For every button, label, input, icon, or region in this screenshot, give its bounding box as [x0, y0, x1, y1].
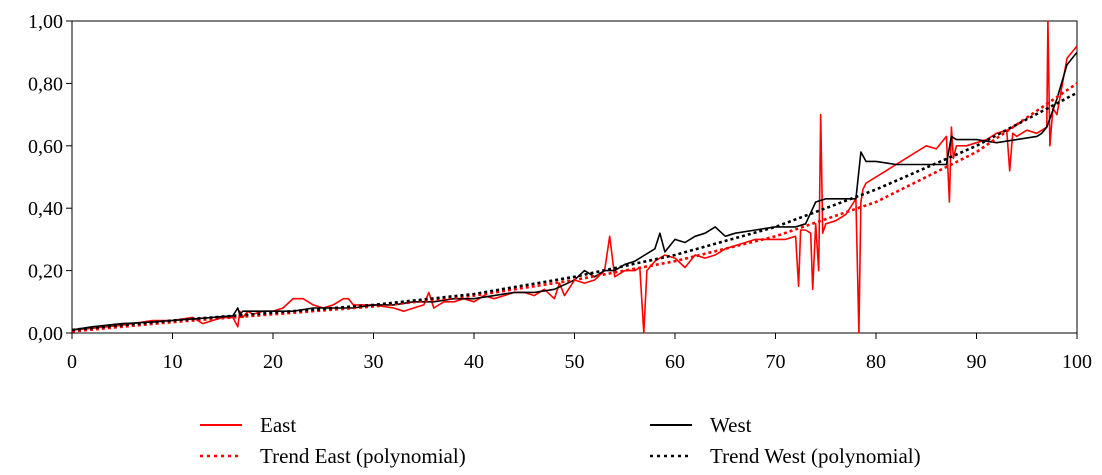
legend-label: Trend West (polynomial) [710, 444, 921, 468]
legend-label: Trend East (polynomial) [260, 444, 466, 468]
x-tick-label: 100 [1062, 351, 1092, 373]
x-tick-label: 80 [866, 351, 886, 373]
legend-label: West [710, 413, 752, 437]
series-line-west [71, 51, 1078, 331]
x-tick-label: 60 [665, 351, 685, 373]
legend-label: East [260, 413, 296, 437]
y-tick-label: 1,00 [28, 11, 63, 33]
series-line-east [71, 20, 1078, 334]
series-line-trend-east-polynomial [71, 82, 1078, 333]
legend-item: East [200, 413, 296, 437]
y-tick-label: 0,40 [28, 198, 63, 220]
legend-item: West [650, 413, 752, 437]
legend-item: Trend East (polynomial) [200, 444, 466, 468]
y-tick-label: 0,80 [28, 73, 63, 95]
x-tick-label: 0 [67, 351, 77, 373]
x-tick-label: 50 [565, 351, 585, 373]
plot-frame [71, 20, 1078, 334]
series-line-trend-west-polynomial [71, 91, 1078, 332]
axes: 0,00 0,20 0,40 0,60 0,80 1,00 0 10 20 30 40 50 60 70 8… [28, 11, 1092, 373]
legend-item: Trend West (polynomial) [650, 444, 921, 468]
legend: East West Trend East (polynomial) Trend Wes… [200, 413, 921, 468]
x-tick-label: 10 [163, 351, 183, 373]
y-tick-label: 0,60 [28, 136, 63, 158]
x-tick-label: 90 [967, 351, 987, 373]
y-tick-label: 0,20 [28, 261, 63, 283]
x-tick-label: 30 [364, 351, 384, 373]
series-lines [71, 20, 1078, 334]
x-tick-label: 70 [766, 351, 786, 373]
y-tick-label: 0,00 [28, 323, 63, 345]
x-tick-label: 20 [263, 351, 283, 373]
x-tick-label: 40 [464, 351, 484, 373]
